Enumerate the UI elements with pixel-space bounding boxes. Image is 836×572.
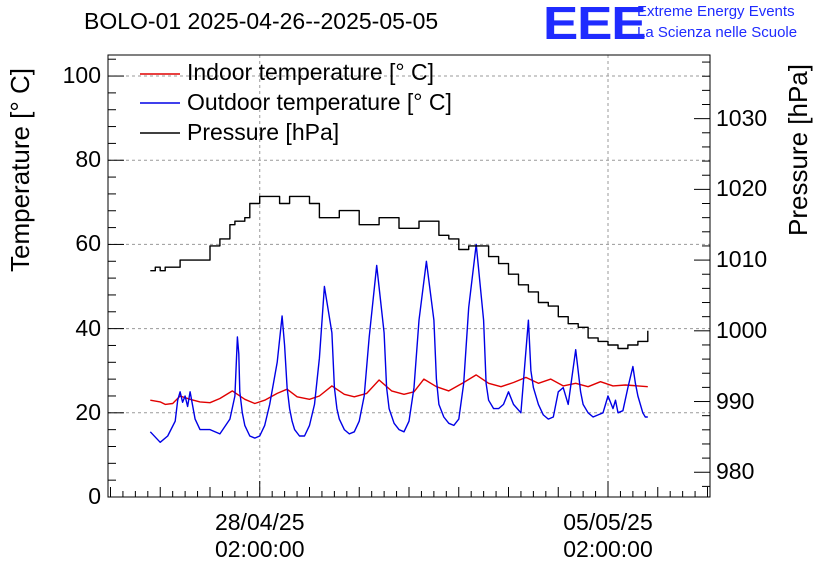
y2-tick-label: 990 <box>716 387 755 414</box>
x-tick-label: 28/04/25 02:00:00 <box>190 509 330 563</box>
series-line-1 <box>149 243 648 443</box>
y2-tick-label: 1010 <box>716 246 768 273</box>
y-tick-label: 20 <box>75 398 101 425</box>
y-tick-label: 60 <box>75 230 101 257</box>
y2-tick-label: 1030 <box>716 104 768 131</box>
logo-subtitle-line1: Extreme Energy Events <box>637 3 795 20</box>
eee-logo: EEE <box>543 0 647 49</box>
chart-title: BOLO-01 2025-04-26--2025-05-05 <box>84 8 439 34</box>
series-line-0 <box>150 374 648 406</box>
x-tick-date: 28/04/25 <box>214 509 305 535</box>
y-tick-label: 0 <box>88 483 101 509</box>
legend-label-indoor: Indoor temperature [° C] <box>187 59 434 85</box>
x-tick-time: 02:00:00 <box>563 536 653 562</box>
legend-label-pressure: Pressure [hPa] <box>187 119 340 145</box>
series-lines <box>149 195 649 443</box>
series-line-2 <box>150 195 649 350</box>
y-tick-label: 40 <box>75 314 101 341</box>
y2-tick-label: 1020 <box>716 175 768 202</box>
x-tick-label: 05/05/25 02:00:00 <box>538 509 678 563</box>
axis-ticks <box>108 58 710 498</box>
y-tick-label: 100 <box>62 62 101 89</box>
y-axis-title-left: Temperature [° C] <box>5 67 35 272</box>
legend-label-outdoor: Outdoor temperature [° C] <box>187 89 452 115</box>
y2-tick-label: 1000 <box>716 316 768 343</box>
logo-subtitle-line2: La Scienza nelle Scuole <box>637 24 798 41</box>
y-tick-label: 80 <box>75 146 101 173</box>
y-axis-title-right: Pressure [hPa] <box>783 64 813 236</box>
y2-tick-label: 980 <box>716 458 755 485</box>
legend-lines <box>140 73 180 134</box>
x-tick-date: 05/05/25 <box>563 509 653 535</box>
x-tick-time: 02:00:00 <box>214 536 305 562</box>
